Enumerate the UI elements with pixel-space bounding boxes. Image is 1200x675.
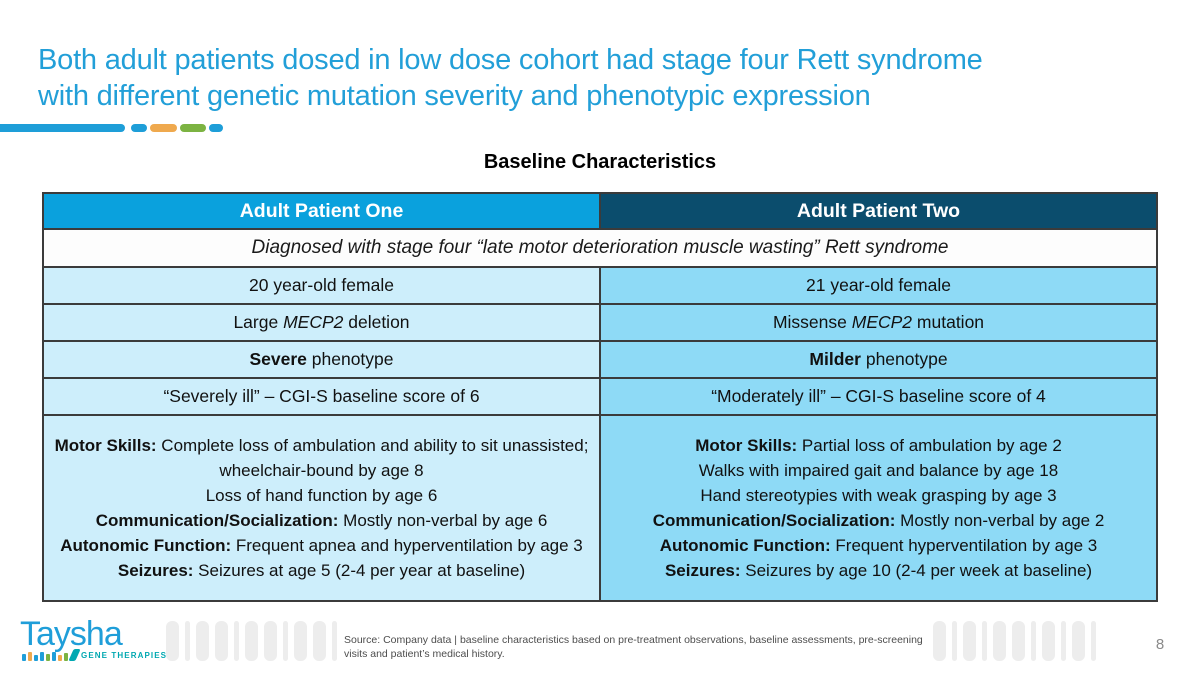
detail-line: Seizures: Seizures by age 10 (2-4 per we… <box>664 561 1093 580</box>
detail-line: Loss of hand function by age 6 <box>205 486 438 505</box>
mutation-left-pre: Large <box>233 312 284 332</box>
table-header-row: Adult Patient One Adult Patient Two <box>42 192 1158 230</box>
cell-age-right: 21 year-old female <box>599 266 1158 305</box>
mutation-left-gene: MECP2 <box>283 312 344 332</box>
phenotype-row: Severe phenotype Milder phenotype <box>42 340 1158 379</box>
cell-cgi-right: “Moderately ill” – CGI-S baseline score … <box>599 377 1158 416</box>
detail-line: Hand stereotypies with weak grasping by … <box>700 486 1057 505</box>
footer-deco-bars-right <box>933 621 1096 661</box>
phenotype-right-rest: phenotype <box>860 349 948 369</box>
clinical-details-row: Motor Skills: Complete loss of ambulatio… <box>42 414 1158 602</box>
mutation-left-post: deletion <box>343 312 410 332</box>
detail-line: Motor Skills: Complete loss of ambulatio… <box>54 436 589 480</box>
detail-line: Motor Skills: Partial loss of ambulation… <box>695 436 1062 455</box>
cell-mutation-left: Large MECP2 deletion <box>42 303 601 342</box>
page-number: 8 <box>1155 636 1165 653</box>
phenotype-right-bold: Milder <box>809 349 861 369</box>
phenotype-left-bold: Severe <box>249 349 307 369</box>
underline-dash-blue-2 <box>209 124 223 132</box>
mutation-right-pre: Missense <box>772 312 852 332</box>
underline-dash-blue-1 <box>131 124 147 132</box>
taysha-logo: Taysha GENE THERAPIES <box>20 615 170 661</box>
cgi-score-row: “Severely ill” – CGI-S baseline score of… <box>42 377 1158 416</box>
cell-details-left: Motor Skills: Complete loss of ambulatio… <box>42 414 601 602</box>
diagnosis-row: Diagnosed with stage four “late motor de… <box>42 228 1158 268</box>
title-underline <box>0 124 240 132</box>
slide-title-line-2: with different genetic mutation severity… <box>38 80 871 112</box>
taysha-logo-subtext: GENE THERAPIES <box>81 651 168 660</box>
taysha-logo-bottom: GENE THERAPIES <box>22 649 170 661</box>
mutation-right-post: mutation <box>912 312 985 332</box>
footer-deco-bars-left <box>166 621 337 661</box>
table-caption: Baseline Characteristics <box>483 151 717 173</box>
age-row: 20 year-old female 21 year-old female <box>42 266 1158 305</box>
header-adult-patient-one: Adult Patient One <box>42 192 601 230</box>
cell-age-left: 20 year-old female <box>42 266 601 305</box>
detail-line: Seizures: Seizures at age 5 (2-4 per yea… <box>117 561 526 580</box>
cell-mutation-right: Missense MECP2 mutation <box>599 303 1158 342</box>
cell-details-right: Motor Skills: Partial loss of ambulation… <box>599 414 1158 602</box>
diagnosis-cell: Diagnosed with stage four “late motor de… <box>42 228 1158 268</box>
header-adult-patient-two: Adult Patient Two <box>599 192 1158 230</box>
mutation-right-gene: MECP2 <box>851 312 913 332</box>
detail-line: Autonomic Function: Frequent apnea and h… <box>60 536 583 555</box>
mutation-row: Large MECP2 deletion Missense MECP2 muta… <box>42 303 1158 342</box>
cell-phenotype-left: Severe phenotype <box>42 340 601 379</box>
logo-equalizer-bars-icon <box>22 652 68 661</box>
cell-phenotype-right: Milder phenotype <box>599 340 1158 379</box>
phenotype-left-rest: phenotype <box>306 349 394 369</box>
cell-cgi-left: “Severely ill” – CGI-S baseline score of… <box>42 377 601 416</box>
baseline-characteristics-table: Adult Patient One Adult Patient Two Diag… <box>42 192 1158 602</box>
slide-title-line-1: Both adult patients dosed in low dose co… <box>38 44 983 76</box>
taysha-wordmark: Taysha <box>20 615 123 653</box>
detail-line: Communication/Socialization: Mostly non-… <box>652 511 1105 530</box>
underline-bar-long-blue <box>0 124 125 132</box>
slide-title: Both adult patients dosed in low dose co… <box>38 42 983 114</box>
source-note: Source: Company data | baseline characte… <box>344 634 923 660</box>
underline-dash-orange <box>150 124 177 132</box>
underline-dash-green <box>180 124 206 132</box>
detail-line: Autonomic Function: Frequent hyperventil… <box>659 536 1098 555</box>
detail-line: Communication/Socialization: Mostly non-… <box>95 511 548 530</box>
detail-line: Walks with impaired gait and balance by … <box>698 461 1059 480</box>
